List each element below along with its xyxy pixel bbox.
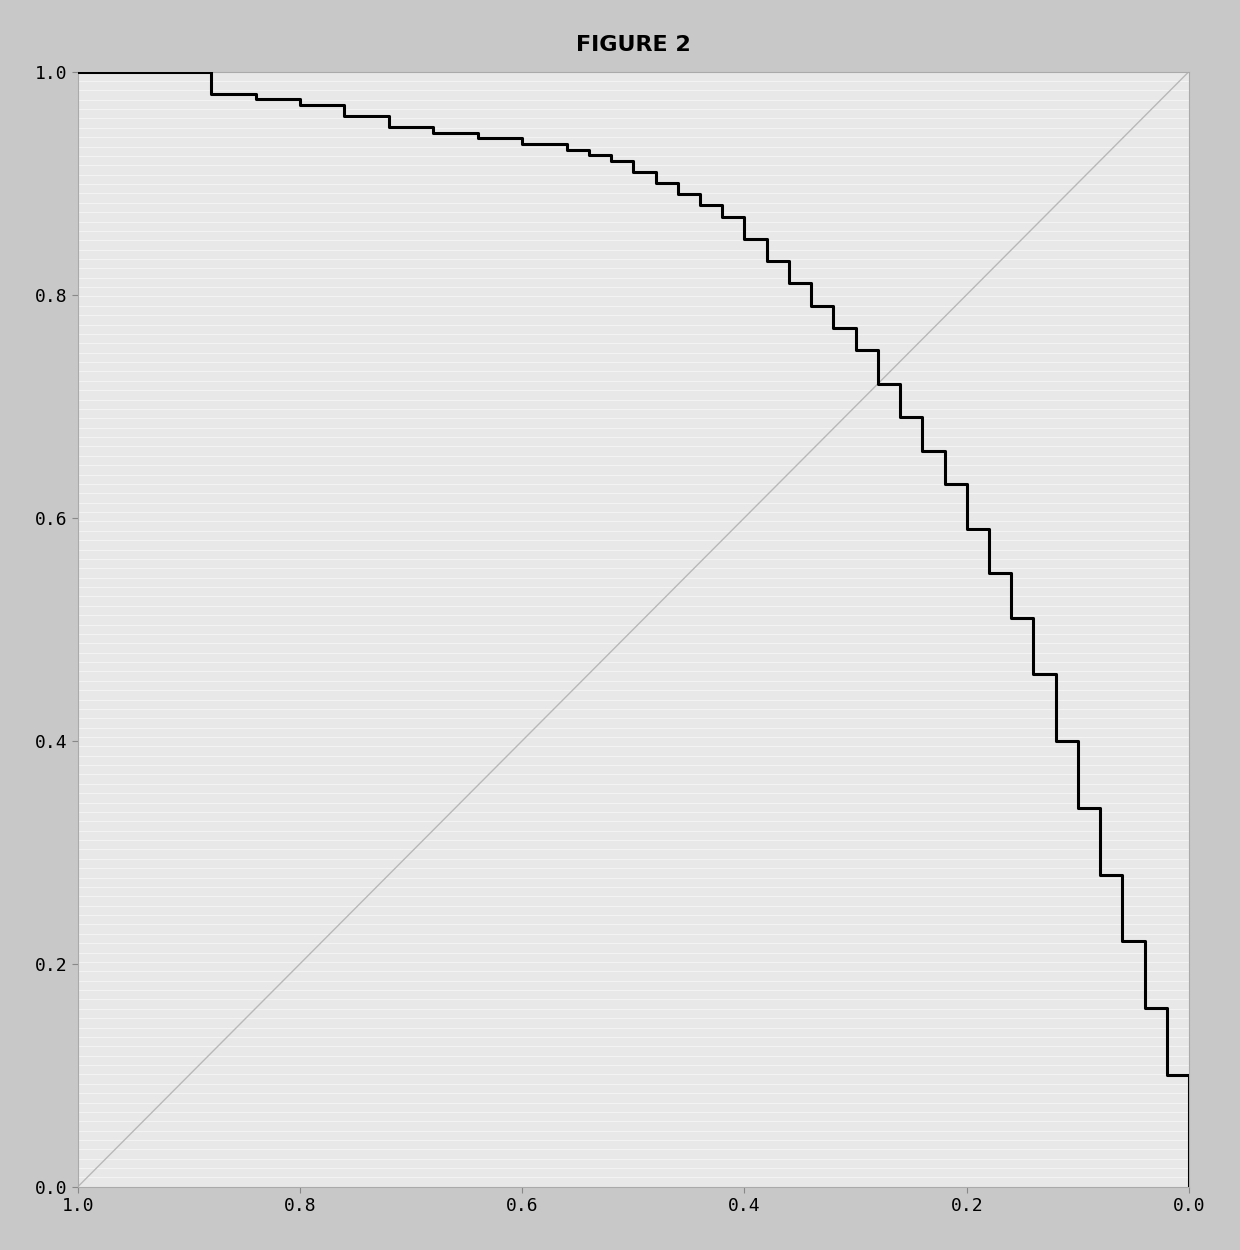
Title: FIGURE 2: FIGURE 2 bbox=[577, 35, 691, 55]
